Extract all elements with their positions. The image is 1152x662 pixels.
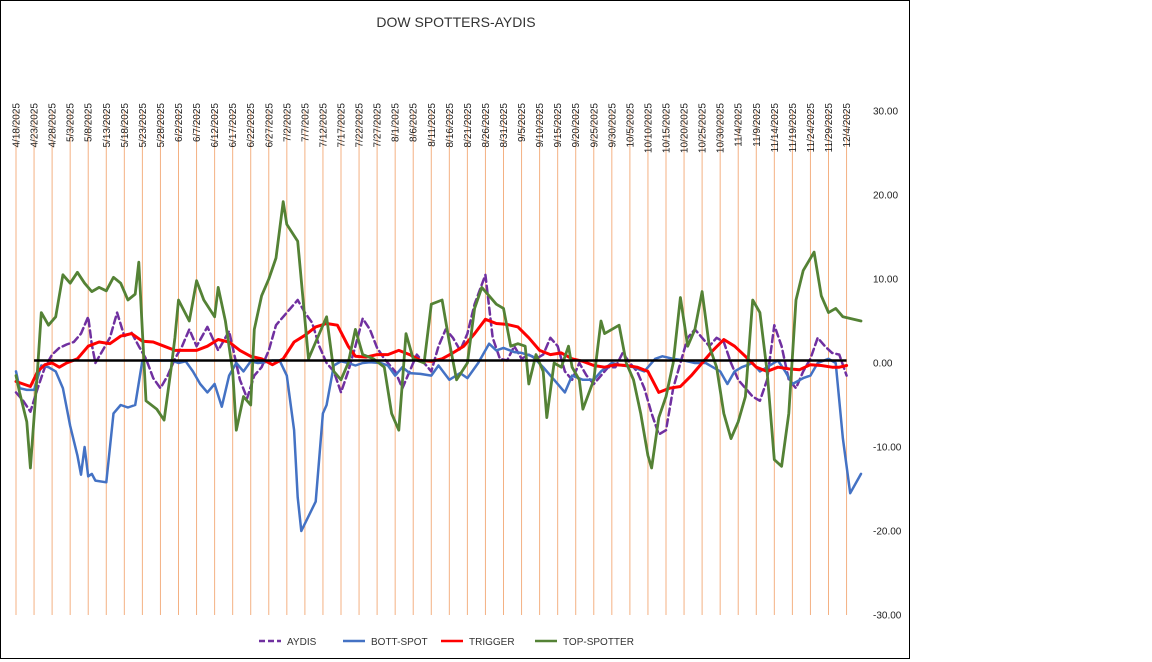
x-tick-label: 8/31/2025 (499, 103, 510, 148)
x-tick-label: 6/17/2025 (228, 103, 239, 148)
x-tick-label: 11/4/2025 (734, 103, 745, 147)
y-axis-tick-labels: 30.00 20.00 10.00 0.00 -10.00 -20.00 -30.00 (873, 107, 902, 622)
x-tick-label: 9/25/2025 (589, 103, 600, 148)
x-tick-label: 10/20/2025 (680, 103, 691, 153)
y-tick-label: 10.00 (873, 275, 898, 286)
x-tick-label: 8/11/2025 (427, 103, 438, 147)
x-tick-label: 10/30/2025 (716, 103, 727, 153)
x-tick-label: 10/15/2025 (662, 103, 673, 153)
x-tick-label: 11/9/2025 (752, 103, 763, 147)
x-tick-label: 8/1/2025 (391, 103, 402, 142)
x-tick-label: 7/17/2025 (337, 103, 348, 148)
x-tick-label: 6/7/2025 (192, 103, 203, 142)
x-tick-label: 7/22/2025 (355, 103, 366, 148)
y-tick-label: -30.00 (873, 611, 902, 622)
x-tick-label: 10/25/2025 (698, 103, 709, 153)
x-tick-label: 5/28/2025 (156, 103, 167, 148)
y-tick-label: -20.00 (873, 527, 902, 538)
x-tick-label: 7/27/2025 (373, 103, 384, 148)
legend-label-aydis: AYDIS (287, 637, 317, 648)
legend: AYDIS BOTT-SPOT TRIGGER TOP-SPOTTER (259, 637, 634, 648)
x-tick-label: 8/26/2025 (481, 103, 492, 148)
legend-label-bott-spot: BOTT-SPOT (371, 637, 428, 648)
x-tick-label: 5/13/2025 (102, 103, 113, 148)
legend-label-top-spotter: TOP-SPOTTER (563, 637, 634, 648)
x-tick-label: 6/12/2025 (210, 103, 221, 148)
y-tick-label: 20.00 (873, 191, 898, 202)
x-tick-label: 7/12/2025 (318, 103, 329, 148)
x-tick-label: 11/14/2025 (770, 103, 781, 153)
x-tick-label: 7/2/2025 (282, 103, 293, 142)
x-tick-label: 11/29/2025 (824, 103, 835, 153)
x-tick-label: 8/16/2025 (445, 103, 456, 148)
x-tick-label: 9/5/2025 (517, 103, 528, 142)
x-tick-label: 7/7/2025 (300, 103, 311, 142)
legend-label-trigger: TRIGGER (469, 637, 515, 648)
x-tick-label: 9/15/2025 (553, 103, 564, 148)
x-tick-label: 5/23/2025 (138, 103, 149, 148)
x-tick-label: 5/18/2025 (120, 103, 131, 148)
x-tick-label: 4/23/2025 (30, 103, 41, 148)
y-tick-label: 0.00 (873, 359, 893, 370)
y-tick-label: -10.00 (873, 443, 902, 454)
x-tick-label: 11/24/2025 (806, 103, 817, 153)
x-tick-label: 10/5/2025 (625, 103, 636, 148)
y-tick-label: 30.00 (873, 107, 898, 118)
x-tick-label: 8/6/2025 (409, 103, 420, 142)
x-tick-label: 6/2/2025 (174, 103, 185, 142)
x-tick-label: 6/27/2025 (264, 103, 275, 148)
series-line-top-spotter (14, 200, 863, 470)
x-tick-label: 12/4/2025 (842, 103, 853, 148)
x-tick-label: 9/20/2025 (571, 103, 582, 148)
line-chart: DOW SPOTTERS-AYDIS 4/18/2025 4/23/2025 4/2… (12, 14, 902, 648)
chart-frame: DOW SPOTTERS-AYDIS 4/18/2025 4/23/2025 4/2… (0, 0, 910, 659)
x-tick-label: 6/22/2025 (246, 103, 257, 148)
x-tick-label: 11/19/2025 (788, 103, 799, 153)
x-axis-tick-labels: 4/18/2025 4/23/2025 4/28/2025 5/3/2025 5/8/2… (12, 103, 854, 153)
x-tick-label: 4/18/2025 (12, 103, 23, 148)
x-tick-label: 9/10/2025 (535, 103, 546, 148)
x-tick-label: 5/8/2025 (84, 103, 95, 142)
x-tick-label: 8/21/2025 (463, 103, 474, 148)
chart-title: DOW SPOTTERS-AYDIS (376, 14, 535, 30)
x-tick-label: 5/3/2025 (66, 103, 77, 142)
vertical-gridlines (15, 111, 848, 615)
x-tick-label: 4/28/2025 (48, 103, 59, 148)
x-tick-label: 10/10/2025 (643, 103, 654, 153)
x-tick-label: 9/30/2025 (607, 103, 618, 148)
